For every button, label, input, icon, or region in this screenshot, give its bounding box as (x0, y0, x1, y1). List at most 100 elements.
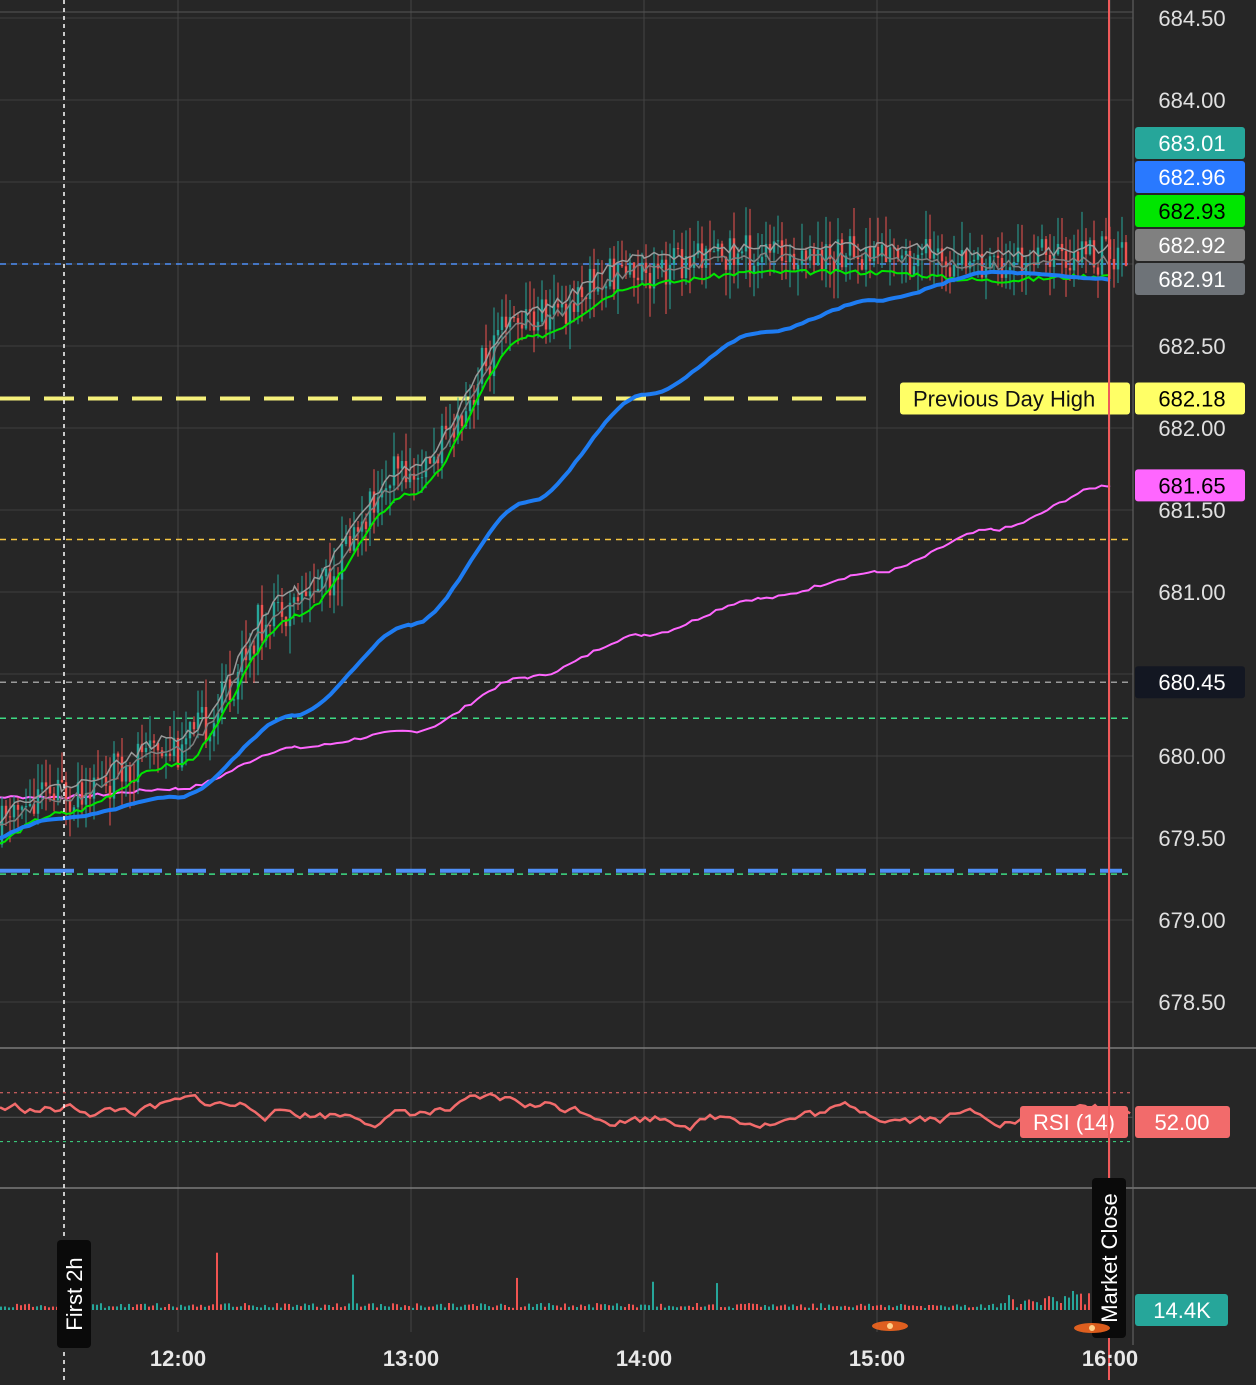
price-badge-box (1135, 263, 1245, 295)
volume-bar (620, 1306, 622, 1310)
volume-bar (284, 1303, 286, 1310)
candle-body (1120, 242, 1124, 248)
volume-bar (1044, 1298, 1046, 1310)
volume-bar (40, 1305, 42, 1310)
volume-bar (400, 1307, 402, 1310)
candle-body (456, 415, 460, 438)
volume-bar (624, 1307, 626, 1310)
volume-bar (716, 1283, 718, 1310)
volume-bar (1028, 1299, 1030, 1310)
flare-icon (1089, 1325, 1095, 1331)
volume-bar (8, 1307, 10, 1310)
candle-body (1028, 262, 1032, 264)
candle-body (948, 267, 952, 277)
price-badge-label: 682.96 (1158, 165, 1225, 190)
price-tick-label: 682.50 (1158, 334, 1225, 359)
volume-bar (916, 1306, 918, 1310)
volume-bar (1084, 1304, 1086, 1310)
candle-body (252, 645, 256, 654)
candle-body (168, 753, 172, 757)
candle-body (676, 248, 680, 250)
candle-body (596, 288, 600, 292)
candle-body (672, 248, 676, 265)
candle-body (128, 766, 132, 782)
volume-bar (472, 1304, 474, 1310)
candle-body (640, 262, 644, 281)
candle-body (684, 256, 688, 279)
volume-bar (584, 1306, 586, 1310)
candle-body (176, 737, 180, 768)
volume-bar (668, 1305, 670, 1310)
volume-bar (928, 1304, 930, 1310)
volume-bar (628, 1303, 630, 1310)
volume-bar (488, 1306, 490, 1310)
flare-icon (887, 1323, 893, 1329)
volume-bar (764, 1305, 766, 1310)
candle-body (8, 816, 12, 818)
volume-bar (452, 1303, 454, 1310)
level-label: Previous Day High (913, 386, 1095, 411)
candle-body (604, 286, 608, 289)
candle-body (728, 238, 732, 270)
candle-body (652, 263, 656, 289)
time-axis[interactable]: 12:00 13:00 14:00 15:00 16:00 (150, 1346, 1138, 1371)
candle-body (432, 456, 436, 464)
candle-body (1016, 247, 1020, 262)
volume-bar (836, 1306, 838, 1310)
marker-label-box (1092, 1178, 1126, 1338)
volume-bar (912, 1305, 914, 1310)
volume-bar (660, 1303, 662, 1310)
candle-body (1032, 262, 1036, 266)
volume-bar (532, 1306, 534, 1310)
time-tick-label: 13:00 (383, 1346, 439, 1371)
candle-body (216, 712, 220, 724)
volume-bar (428, 1306, 430, 1310)
candle-body (788, 253, 792, 262)
volume-bar (320, 1307, 322, 1310)
candle-body (60, 779, 64, 783)
volume-bar (792, 1304, 794, 1310)
volume-bar (308, 1305, 310, 1310)
volume-bar (812, 1303, 814, 1310)
volume-bar (632, 1304, 634, 1310)
volume-bar (448, 1303, 450, 1310)
candle-body (300, 591, 304, 602)
candle-body (328, 568, 332, 596)
candle-body (932, 252, 936, 259)
price-axis[interactable]: 678.50 679.00 679.50 680.00 681.00 681.50 682.… (1158, 6, 1225, 1015)
candle-body (24, 806, 28, 808)
volume-bar (708, 1304, 710, 1310)
volume-bar (604, 1304, 606, 1310)
volume-bar (328, 1305, 330, 1310)
price-badge-box (1135, 666, 1245, 699)
volume-bar (800, 1304, 802, 1310)
candle-body (872, 246, 876, 262)
candle-body (72, 807, 76, 812)
volume-bar (236, 1306, 238, 1310)
candle-body (1040, 239, 1044, 248)
volume-bar (120, 1304, 122, 1310)
volume-bar (952, 1305, 954, 1310)
volume-bar (616, 1303, 618, 1310)
horizontal-levels: Previous Day High (0, 263, 1133, 875)
volume-bar (972, 1307, 974, 1310)
volume-bar (608, 1305, 610, 1310)
volume-bar (412, 1307, 414, 1310)
volume-bar (752, 1303, 754, 1310)
candle-body (920, 253, 924, 255)
volume-bar (1036, 1302, 1038, 1310)
candle-body (332, 576, 336, 596)
volume-bar (864, 1305, 866, 1310)
volume-bar (1064, 1296, 1066, 1310)
candle-body (660, 259, 664, 269)
marker-label: First 2h (62, 1257, 87, 1330)
candle-body (64, 782, 68, 801)
candle-body (1076, 251, 1080, 263)
volume-bar (976, 1306, 978, 1310)
volume-bar (1004, 1302, 1006, 1310)
candle-body (232, 699, 236, 701)
volume-bar (656, 1306, 658, 1310)
volume-bar (1024, 1300, 1026, 1310)
